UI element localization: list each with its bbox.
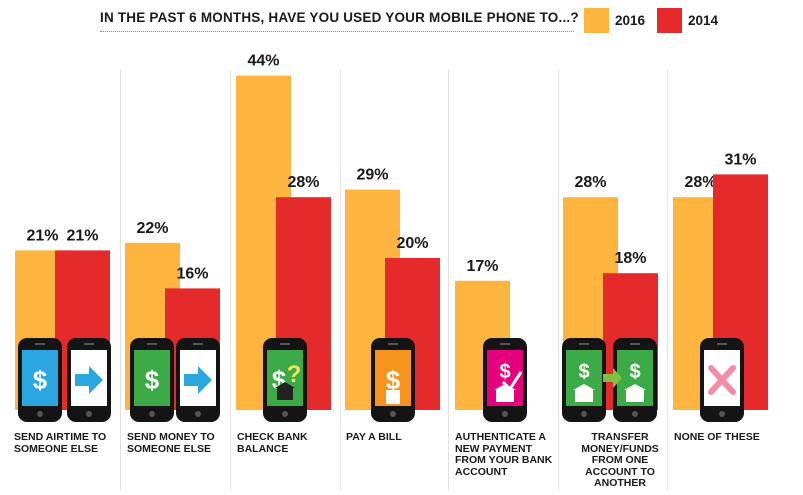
data-label-2016-6: 28%	[684, 174, 716, 191]
phone-x-icon	[700, 338, 744, 422]
legend-label-2014: 2014	[688, 13, 719, 28]
data-label-2016-3: 29%	[356, 167, 388, 184]
phone-dollar-icon: $	[130, 338, 174, 422]
category-separator	[667, 70, 668, 490]
category-label-send-airtime: SEND AIRTIME TO SOMEONE ELSE	[14, 431, 107, 455]
phone-check-bank-icon: $	[483, 338, 527, 422]
data-label-2014-6: 31%	[724, 151, 756, 168]
phone-bank-icon: $	[562, 338, 606, 422]
category-label-none: NONE OF THESE	[674, 431, 760, 443]
data-label-2016-5: 28%	[574, 174, 606, 191]
legend-item-2014: 2014	[657, 8, 718, 33]
phone-dollar-icon: $	[18, 338, 62, 422]
svg-text:$: $	[386, 365, 401, 395]
legend-label-2016: 2016	[615, 13, 646, 28]
svg-text:$: $	[629, 361, 640, 383]
chart-title: IN THE PAST 6 MONTHS, HAVE YOU USED YOUR…	[100, 10, 579, 25]
svg-text:$: $	[578, 361, 589, 383]
legend-item-2016: 2016	[584, 8, 645, 33]
category-label-transfer: TRANSFER MONEY/FUNDS FROM ONE ACCOUNT TO…	[581, 431, 659, 489]
category-label-check-bank: CHECK BANK BALANCE	[237, 431, 308, 455]
data-label-2014-2: 28%	[287, 174, 319, 191]
arrow-right-icon	[603, 368, 622, 388]
data-label-2016-1: 22%	[136, 220, 168, 237]
category-label-pay-bill: PAY A BILL	[346, 431, 402, 443]
category-label-send-money: SEND MONEY TO SOMEONE ELSE	[127, 431, 215, 455]
phone-bank-icon: $	[613, 338, 657, 422]
category-separator	[448, 70, 449, 490]
data-label-2016-4: 17%	[466, 258, 498, 275]
svg-text:$: $	[33, 365, 48, 395]
svg-text:?: ?	[287, 361, 302, 388]
category-separator	[558, 70, 559, 490]
data-label-2016-2: 44%	[247, 53, 279, 70]
arrow-right-icon	[176, 338, 220, 422]
category-separator	[340, 70, 341, 490]
data-label-2014-3: 20%	[396, 235, 428, 252]
data-label-2014-0: 21%	[66, 227, 98, 244]
legend-swatch-2016	[584, 8, 609, 33]
data-label-2014-1: 16%	[176, 265, 208, 282]
category-separator	[230, 70, 231, 490]
svg-text:$: $	[499, 361, 510, 383]
title-underline	[100, 31, 574, 32]
svg-text:$: $	[145, 365, 160, 395]
data-label-2016-0: 21%	[26, 227, 58, 244]
phone-dollar-question-icon: $?	[263, 338, 307, 422]
legend-swatch-2014	[657, 8, 682, 33]
data-label-2014-5: 18%	[614, 250, 646, 267]
category-separator	[120, 70, 121, 490]
phone-bill-icon: $	[371, 338, 415, 422]
category-label-authenticate: AUTHENTICATE A NEW PAYMENT FROM YOUR BAN…	[455, 431, 553, 478]
arrow-right-icon	[67, 338, 111, 422]
